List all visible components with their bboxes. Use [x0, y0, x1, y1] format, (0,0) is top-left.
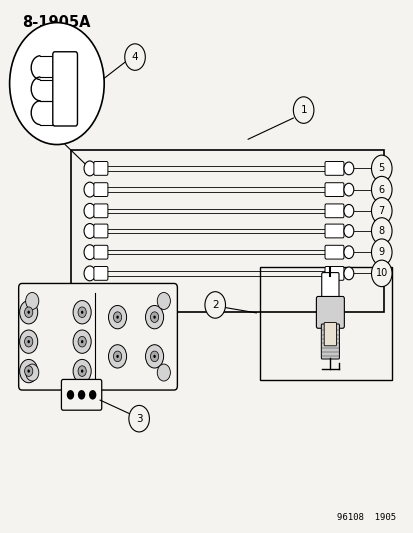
Circle shape	[370, 176, 391, 203]
Circle shape	[81, 311, 83, 314]
Circle shape	[150, 312, 158, 322]
Circle shape	[27, 311, 30, 314]
Circle shape	[73, 330, 91, 353]
FancyBboxPatch shape	[53, 52, 77, 126]
FancyBboxPatch shape	[316, 296, 344, 328]
Circle shape	[343, 162, 353, 175]
Circle shape	[370, 260, 391, 287]
Text: 5: 5	[378, 164, 384, 173]
Circle shape	[370, 217, 391, 244]
Circle shape	[73, 301, 91, 324]
Circle shape	[89, 390, 96, 400]
Text: 96108  1905: 96108 1905	[336, 513, 395, 522]
FancyBboxPatch shape	[320, 324, 339, 359]
Text: 8: 8	[378, 226, 384, 236]
FancyBboxPatch shape	[94, 245, 108, 259]
Circle shape	[78, 366, 86, 376]
Circle shape	[78, 307, 86, 318]
Bar	[71, 150, 383, 312]
FancyBboxPatch shape	[19, 284, 177, 390]
Text: 7: 7	[378, 206, 384, 216]
Circle shape	[78, 336, 86, 347]
Circle shape	[145, 345, 163, 368]
Circle shape	[153, 316, 155, 319]
Circle shape	[343, 224, 353, 237]
FancyBboxPatch shape	[324, 161, 343, 175]
Text: 9: 9	[378, 247, 384, 257]
Circle shape	[113, 351, 121, 362]
Circle shape	[204, 292, 225, 318]
Circle shape	[9, 22, 104, 144]
FancyBboxPatch shape	[324, 183, 343, 197]
Circle shape	[66, 390, 74, 400]
Circle shape	[370, 239, 391, 265]
Circle shape	[27, 340, 30, 343]
Circle shape	[343, 246, 353, 259]
Circle shape	[293, 97, 313, 123]
Circle shape	[124, 44, 145, 70]
FancyBboxPatch shape	[324, 204, 343, 217]
Text: 1: 1	[299, 105, 306, 115]
Text: 4: 4	[131, 52, 138, 62]
Circle shape	[24, 307, 33, 318]
FancyBboxPatch shape	[94, 224, 108, 238]
Circle shape	[73, 359, 91, 383]
Circle shape	[19, 359, 38, 383]
Circle shape	[84, 266, 95, 281]
Circle shape	[145, 305, 163, 329]
Circle shape	[24, 366, 33, 376]
FancyBboxPatch shape	[94, 183, 108, 197]
Circle shape	[370, 198, 391, 224]
Circle shape	[116, 355, 119, 358]
Circle shape	[343, 205, 353, 217]
Circle shape	[113, 312, 121, 322]
Circle shape	[27, 369, 30, 373]
FancyBboxPatch shape	[94, 204, 108, 217]
Circle shape	[157, 364, 170, 381]
FancyBboxPatch shape	[324, 245, 343, 259]
Circle shape	[343, 183, 353, 196]
FancyBboxPatch shape	[324, 266, 343, 280]
Text: 6: 6	[378, 184, 384, 195]
Circle shape	[19, 330, 38, 353]
Circle shape	[153, 355, 155, 358]
Circle shape	[84, 161, 95, 176]
Circle shape	[84, 204, 95, 218]
FancyBboxPatch shape	[61, 379, 102, 410]
Circle shape	[108, 345, 126, 368]
Circle shape	[343, 267, 353, 280]
Circle shape	[84, 182, 95, 197]
Circle shape	[26, 364, 39, 381]
FancyBboxPatch shape	[324, 224, 343, 238]
Circle shape	[370, 155, 391, 182]
Circle shape	[108, 305, 126, 329]
Text: 10: 10	[375, 269, 387, 278]
Circle shape	[81, 369, 83, 373]
Circle shape	[24, 336, 33, 347]
Circle shape	[84, 223, 95, 238]
Circle shape	[84, 245, 95, 260]
FancyBboxPatch shape	[323, 322, 336, 346]
Circle shape	[157, 293, 170, 310]
Circle shape	[128, 406, 149, 432]
Circle shape	[150, 351, 158, 362]
Circle shape	[81, 340, 83, 343]
FancyBboxPatch shape	[94, 266, 108, 280]
Text: 3: 3	[135, 414, 142, 424]
FancyBboxPatch shape	[321, 272, 338, 301]
Circle shape	[116, 316, 119, 319]
Circle shape	[19, 301, 38, 324]
Circle shape	[26, 293, 39, 310]
FancyBboxPatch shape	[94, 161, 108, 175]
Text: 2: 2	[211, 300, 218, 310]
Circle shape	[78, 390, 85, 400]
Bar	[260, 266, 391, 381]
Text: 8-1905A: 8-1905A	[22, 14, 90, 30]
